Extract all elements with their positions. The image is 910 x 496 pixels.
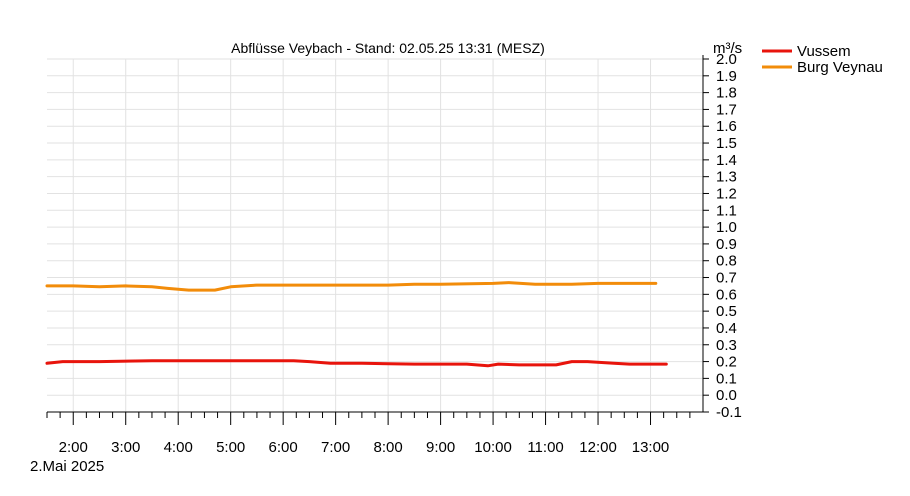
x-tick-label: 6:00 (269, 439, 298, 456)
y-tick-label: -0.1 (716, 404, 742, 421)
series-line-burg-veynau (45, 281, 658, 292)
y-tick-label: 1.5 (716, 135, 737, 152)
y-tick-label: 1.7 (716, 101, 737, 118)
y-tick-label: 1.9 (716, 68, 737, 85)
legend-label-burg-veynau: Burg Veynau (797, 59, 883, 76)
date-label: 2.Mai 2025 (30, 458, 104, 475)
legend[interactable]: Vussem Burg Veynau (762, 43, 883, 76)
x-tick-label: 13:00 (632, 439, 670, 456)
y-tick-label: 0.8 (716, 253, 737, 270)
y-tick-label: 1.8 (716, 85, 737, 102)
tick-labels: -0.10.00.10.20.30.40.50.60.70.80.91.01.1… (59, 51, 742, 456)
series-lines (45, 281, 668, 368)
y-tick-label: 1.6 (716, 118, 737, 135)
grid (47, 58, 703, 413)
y-tick-label: 1.0 (716, 219, 737, 236)
x-tick-label: 9:00 (426, 439, 455, 456)
y-tick-label: 1.3 (716, 169, 737, 186)
y-tick-label: 0.2 (716, 354, 737, 371)
series-line-vussem (45, 359, 668, 368)
y-tick-label: 0.4 (716, 320, 737, 337)
y-tick-label: 0.0 (716, 387, 737, 404)
axes (46, 55, 709, 425)
x-tick-label: 5:00 (216, 439, 245, 456)
x-tick-label: 3:00 (111, 439, 140, 456)
x-tick-label: 2:00 (59, 439, 88, 456)
y-tick-label: 1.2 (716, 185, 737, 202)
x-tick-label: 8:00 (374, 439, 403, 456)
y-tick-label: 0.9 (716, 236, 737, 253)
y-tick-label: 0.7 (716, 270, 737, 287)
x-tick-label: 11:00 (527, 439, 563, 456)
x-tick-label: 12:00 (579, 439, 617, 456)
y-tick-label: 0.3 (716, 337, 737, 354)
x-tick-label: 10:00 (474, 439, 512, 456)
y-tick-label: 0.1 (716, 370, 737, 387)
y-tick-label: 0.6 (716, 286, 737, 303)
y-tick-label: 1.1 (716, 202, 737, 219)
y-tick-label: 0.5 (716, 303, 737, 320)
chart-title: Abflüsse Veybach - Stand: 02.05.25 13:31… (231, 40, 545, 56)
x-tick-label: 7:00 (321, 439, 350, 456)
y-tick-label: 1.4 (716, 152, 737, 169)
legend-label-vussem: Vussem (797, 43, 851, 60)
y-axis-unit: m³/s (713, 40, 742, 57)
y-tick-label: 2.0 (716, 51, 737, 68)
x-tick-label: 4:00 (164, 439, 193, 456)
